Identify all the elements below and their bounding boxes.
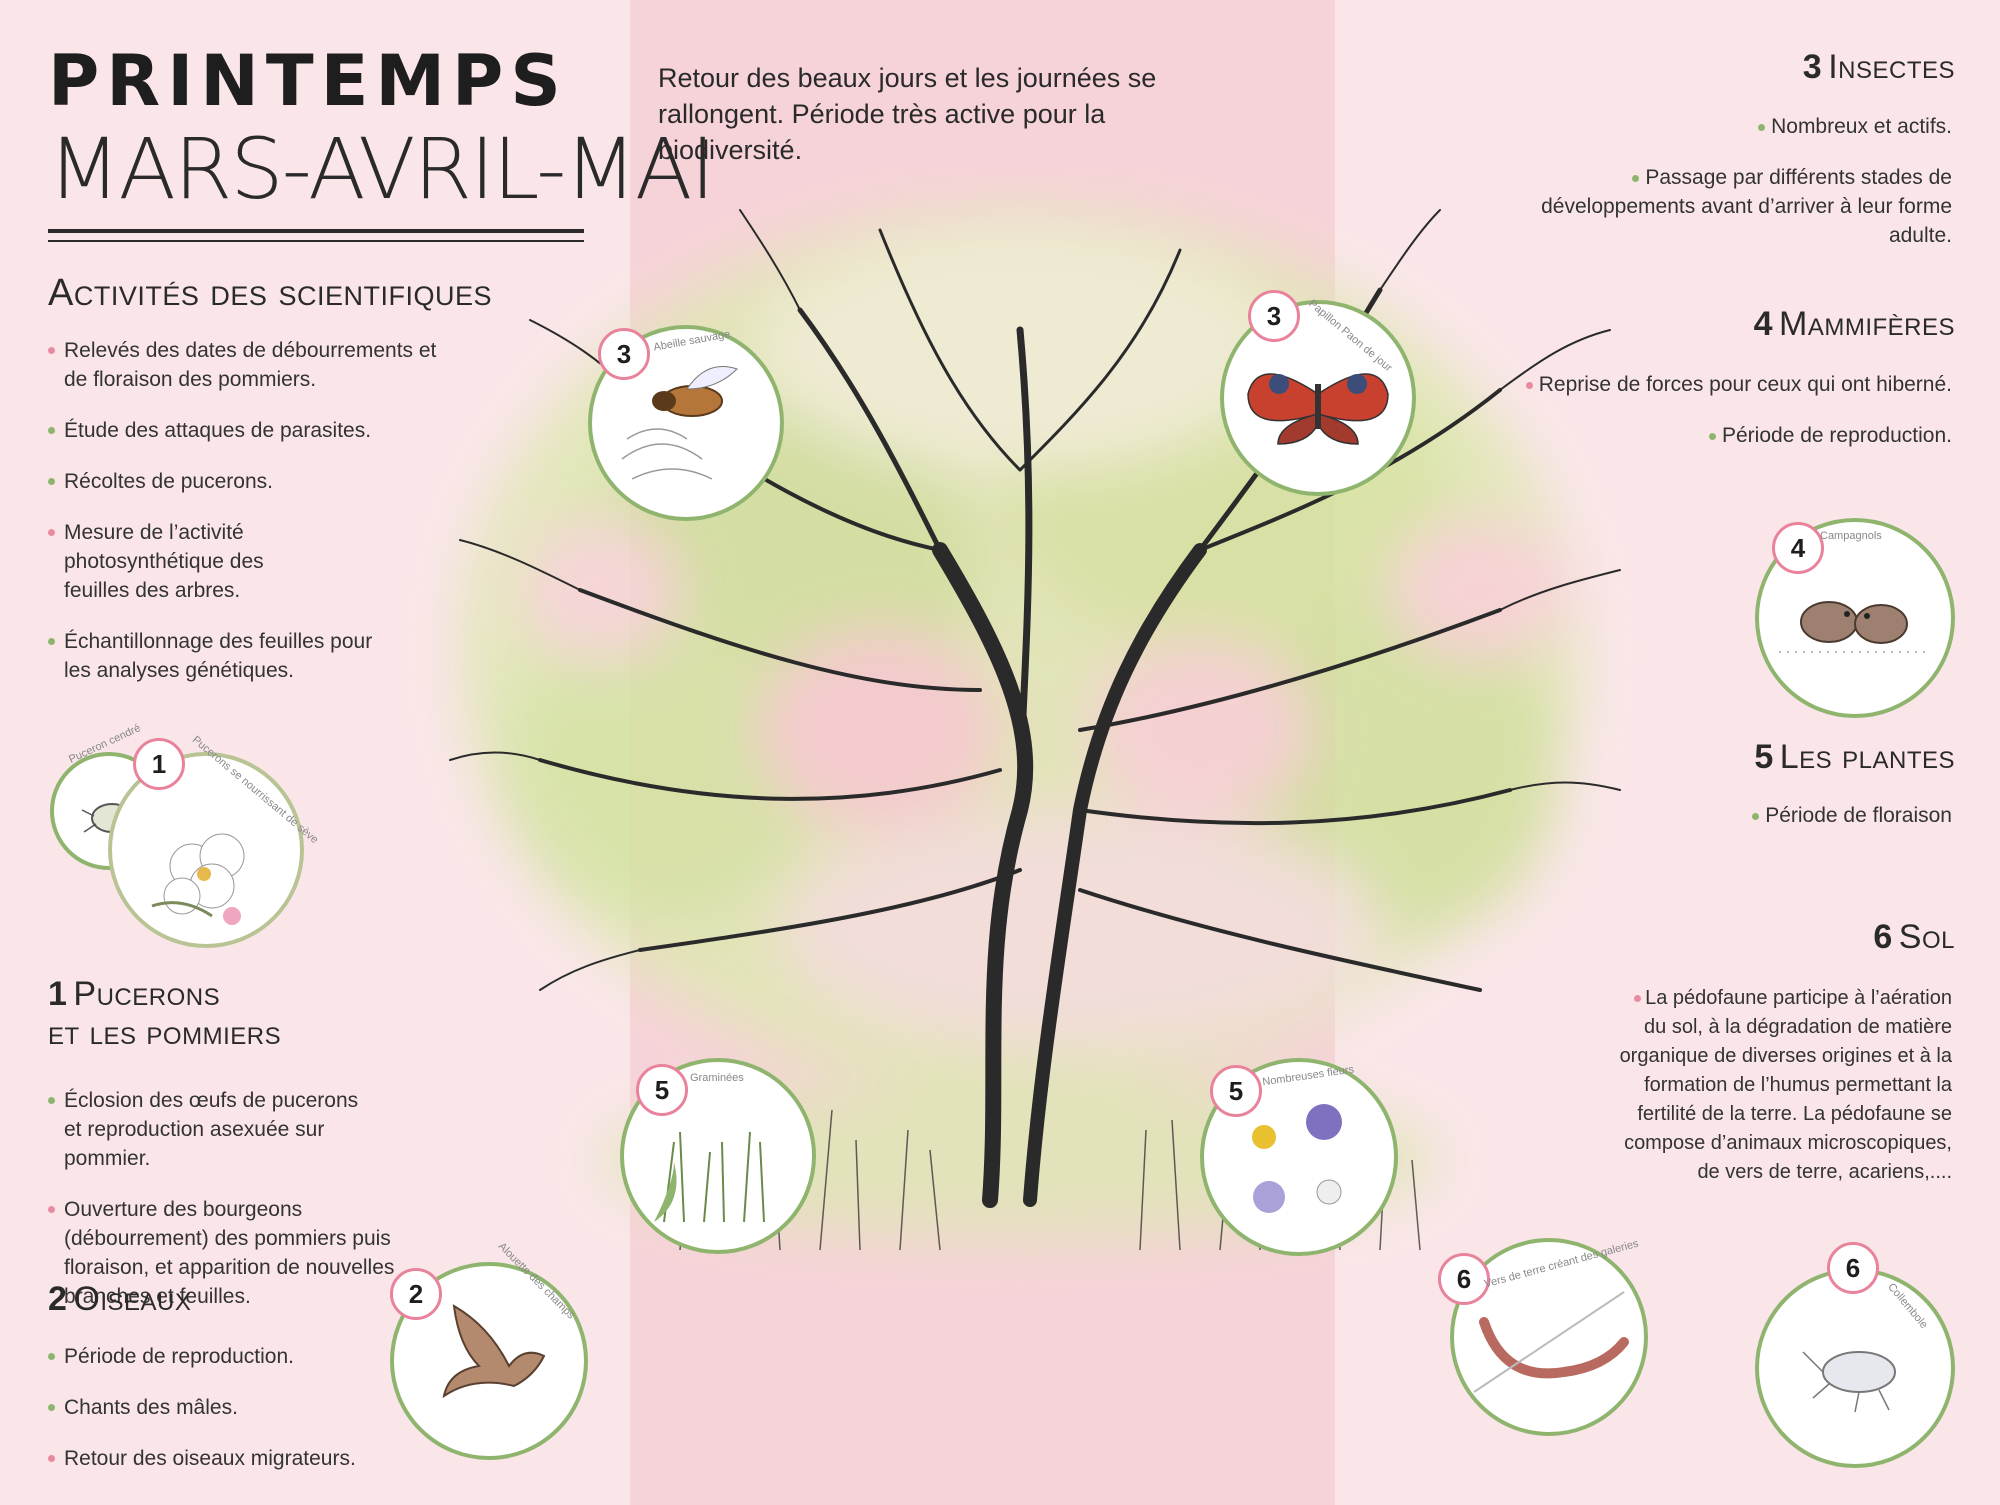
scientists-heading: Activités des scientifiques bbox=[48, 272, 493, 314]
illustration-number-badge: 6 bbox=[1438, 1253, 1490, 1305]
section-number: 2 bbox=[48, 1280, 68, 1318]
list-item: Éclosion des œufs de pucerons et reprodu… bbox=[48, 1086, 364, 1173]
aphid-apple-blossom-illustration bbox=[108, 752, 304, 948]
list-item: Passage par différents stades de dévelop… bbox=[1492, 163, 1952, 250]
list-item: Retour des oiseaux migrateurs. bbox=[48, 1444, 408, 1473]
illustration-number-badge: 5 bbox=[1210, 1065, 1262, 1117]
list-item: Reprise de forces pour ceux qui ont hibe… bbox=[1452, 370, 1952, 399]
illustration-label: Graminées bbox=[690, 1072, 744, 1084]
birds-heading: 2 Oiseaux bbox=[48, 1280, 191, 1319]
lark-illustration bbox=[390, 1262, 588, 1460]
list-item: Échantillonnage des feuilles pour les an… bbox=[48, 627, 384, 685]
title-rule bbox=[48, 229, 584, 233]
aphids-heading-line2: et les pommiers bbox=[48, 1014, 282, 1052]
list-item: Période de reproduction. bbox=[48, 1342, 408, 1371]
list-item: Période de reproduction. bbox=[1452, 421, 1952, 450]
list-item: Étude des attaques de parasites. bbox=[48, 416, 448, 445]
birds-heading-text: Oiseaux bbox=[73, 1280, 192, 1318]
list-item: Mesure de l’activité photosynthétique de… bbox=[48, 518, 294, 605]
plants-heading: 5 Les plantes bbox=[1754, 738, 1955, 777]
aphids-list: Éclosion des œufs de pucerons et reprodu… bbox=[48, 1086, 448, 1333]
illustration-number-badge: 3 bbox=[1248, 290, 1300, 342]
section-number: 4 bbox=[1753, 305, 1773, 343]
soil-text: La pédofaune participe à l’aération du s… bbox=[1619, 987, 1952, 1183]
page-title: PRINTEMPS bbox=[48, 40, 568, 122]
title-rule-thin bbox=[48, 240, 584, 242]
soil-text-block: La pédofaune participe à l’aération du s… bbox=[1612, 984, 1952, 1187]
plants-list: Période de floraison bbox=[1652, 801, 1952, 852]
section-number: 6 bbox=[1873, 918, 1893, 956]
illustration-number-badge: 4 bbox=[1772, 522, 1824, 574]
illustration-label: Campagnols bbox=[1820, 530, 1882, 542]
illustration-number-badge: 3 bbox=[598, 328, 650, 380]
apple-tree-illustration bbox=[449, 209, 1621, 1251]
springtail-illustration bbox=[1755, 1268, 1955, 1468]
page-subtitle: MARS-AVRIL-MAI bbox=[48, 120, 715, 218]
insects-heading-text: Insectes bbox=[1828, 48, 1955, 86]
list-item: Relevés des dates de débourrements et de… bbox=[48, 336, 448, 394]
mammals-heading-text: Mammifères bbox=[1779, 305, 1955, 343]
list-item: Ouverture des bourgeons (débourrement) d… bbox=[48, 1195, 448, 1311]
birds-list: Période de reproduction. Chants des mâle… bbox=[48, 1342, 408, 1495]
list-item: Récoltes de pucerons. bbox=[48, 467, 448, 496]
insects-heading: 3 Insectes bbox=[1803, 48, 1955, 87]
section-number: 3 bbox=[1802, 48, 1823, 86]
illustration-number-badge: 5 bbox=[636, 1064, 688, 1116]
list-item: Chants des mâles. bbox=[48, 1393, 408, 1422]
mammals-list: Reprise de forces pour ceux qui ont hibe… bbox=[1452, 370, 1952, 472]
list-item: Période de floraison bbox=[1652, 801, 1952, 830]
soil-heading-text: Sol bbox=[1898, 918, 1955, 956]
scientists-list: Relevés des dates de débourrements et de… bbox=[48, 336, 448, 707]
mammals-heading: 4 Mammifères bbox=[1754, 305, 1955, 344]
illustration-number-badge: 6 bbox=[1827, 1242, 1879, 1294]
aphids-heading: 1 Pucerons et les pommiers bbox=[48, 975, 281, 1053]
list-item: Nombreux et actifs. bbox=[1492, 112, 1952, 141]
butterfly-illustration bbox=[1220, 300, 1416, 496]
bullet-dot bbox=[1634, 995, 1642, 1003]
plants-heading-text: Les plantes bbox=[1779, 738, 1955, 776]
intro-text: Retour des beaux jours et les journées s… bbox=[658, 63, 1157, 165]
section-number: 1 bbox=[48, 975, 68, 1013]
section-number: 5 bbox=[1754, 738, 1774, 776]
soil-heading: 6 Sol bbox=[1873, 918, 1955, 957]
aphids-heading-line1: Pucerons bbox=[73, 975, 221, 1013]
illustration-number-badge: 1 bbox=[133, 738, 185, 790]
illustration-number-badge: 2 bbox=[390, 1268, 442, 1320]
insects-list: Nombreux et actifs. Passage par différen… bbox=[1492, 112, 1952, 272]
